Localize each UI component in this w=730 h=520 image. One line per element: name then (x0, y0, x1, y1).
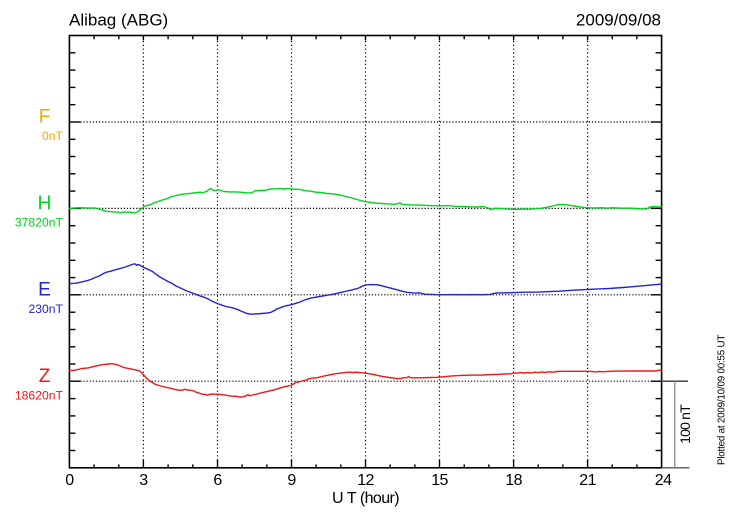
svg-text:H: H (38, 193, 52, 214)
svg-text:E: E (38, 279, 51, 300)
svg-text:24: 24 (655, 472, 672, 489)
svg-text:Alibag (ABG): Alibag (ABG) (69, 11, 168, 30)
svg-text:Z: Z (39, 366, 51, 387)
svg-text:F: F (39, 107, 51, 128)
svg-text:0: 0 (65, 472, 74, 489)
svg-text:100 nT: 100 nT (677, 404, 693, 444)
svg-text:0nT: 0nT (42, 129, 64, 143)
svg-text:2009/09/08: 2009/09/08 (576, 11, 661, 30)
svg-text:18: 18 (505, 472, 522, 489)
svg-text:37820nT: 37820nT (15, 216, 64, 230)
svg-text:15: 15 (431, 472, 448, 489)
svg-text:U T (hour): U T (hour) (332, 490, 399, 507)
svg-text:21: 21 (579, 472, 596, 489)
svg-text:6: 6 (213, 472, 222, 489)
svg-text:12: 12 (357, 472, 374, 489)
svg-text:9: 9 (287, 472, 296, 489)
svg-text:230nT: 230nT (28, 302, 63, 316)
svg-text:Plotted at 2009/10/09 00:55 UT: Plotted at 2009/10/09 00:55 UT (717, 335, 728, 465)
svg-text:3: 3 (139, 472, 148, 489)
svg-text:18620nT: 18620nT (15, 388, 64, 402)
